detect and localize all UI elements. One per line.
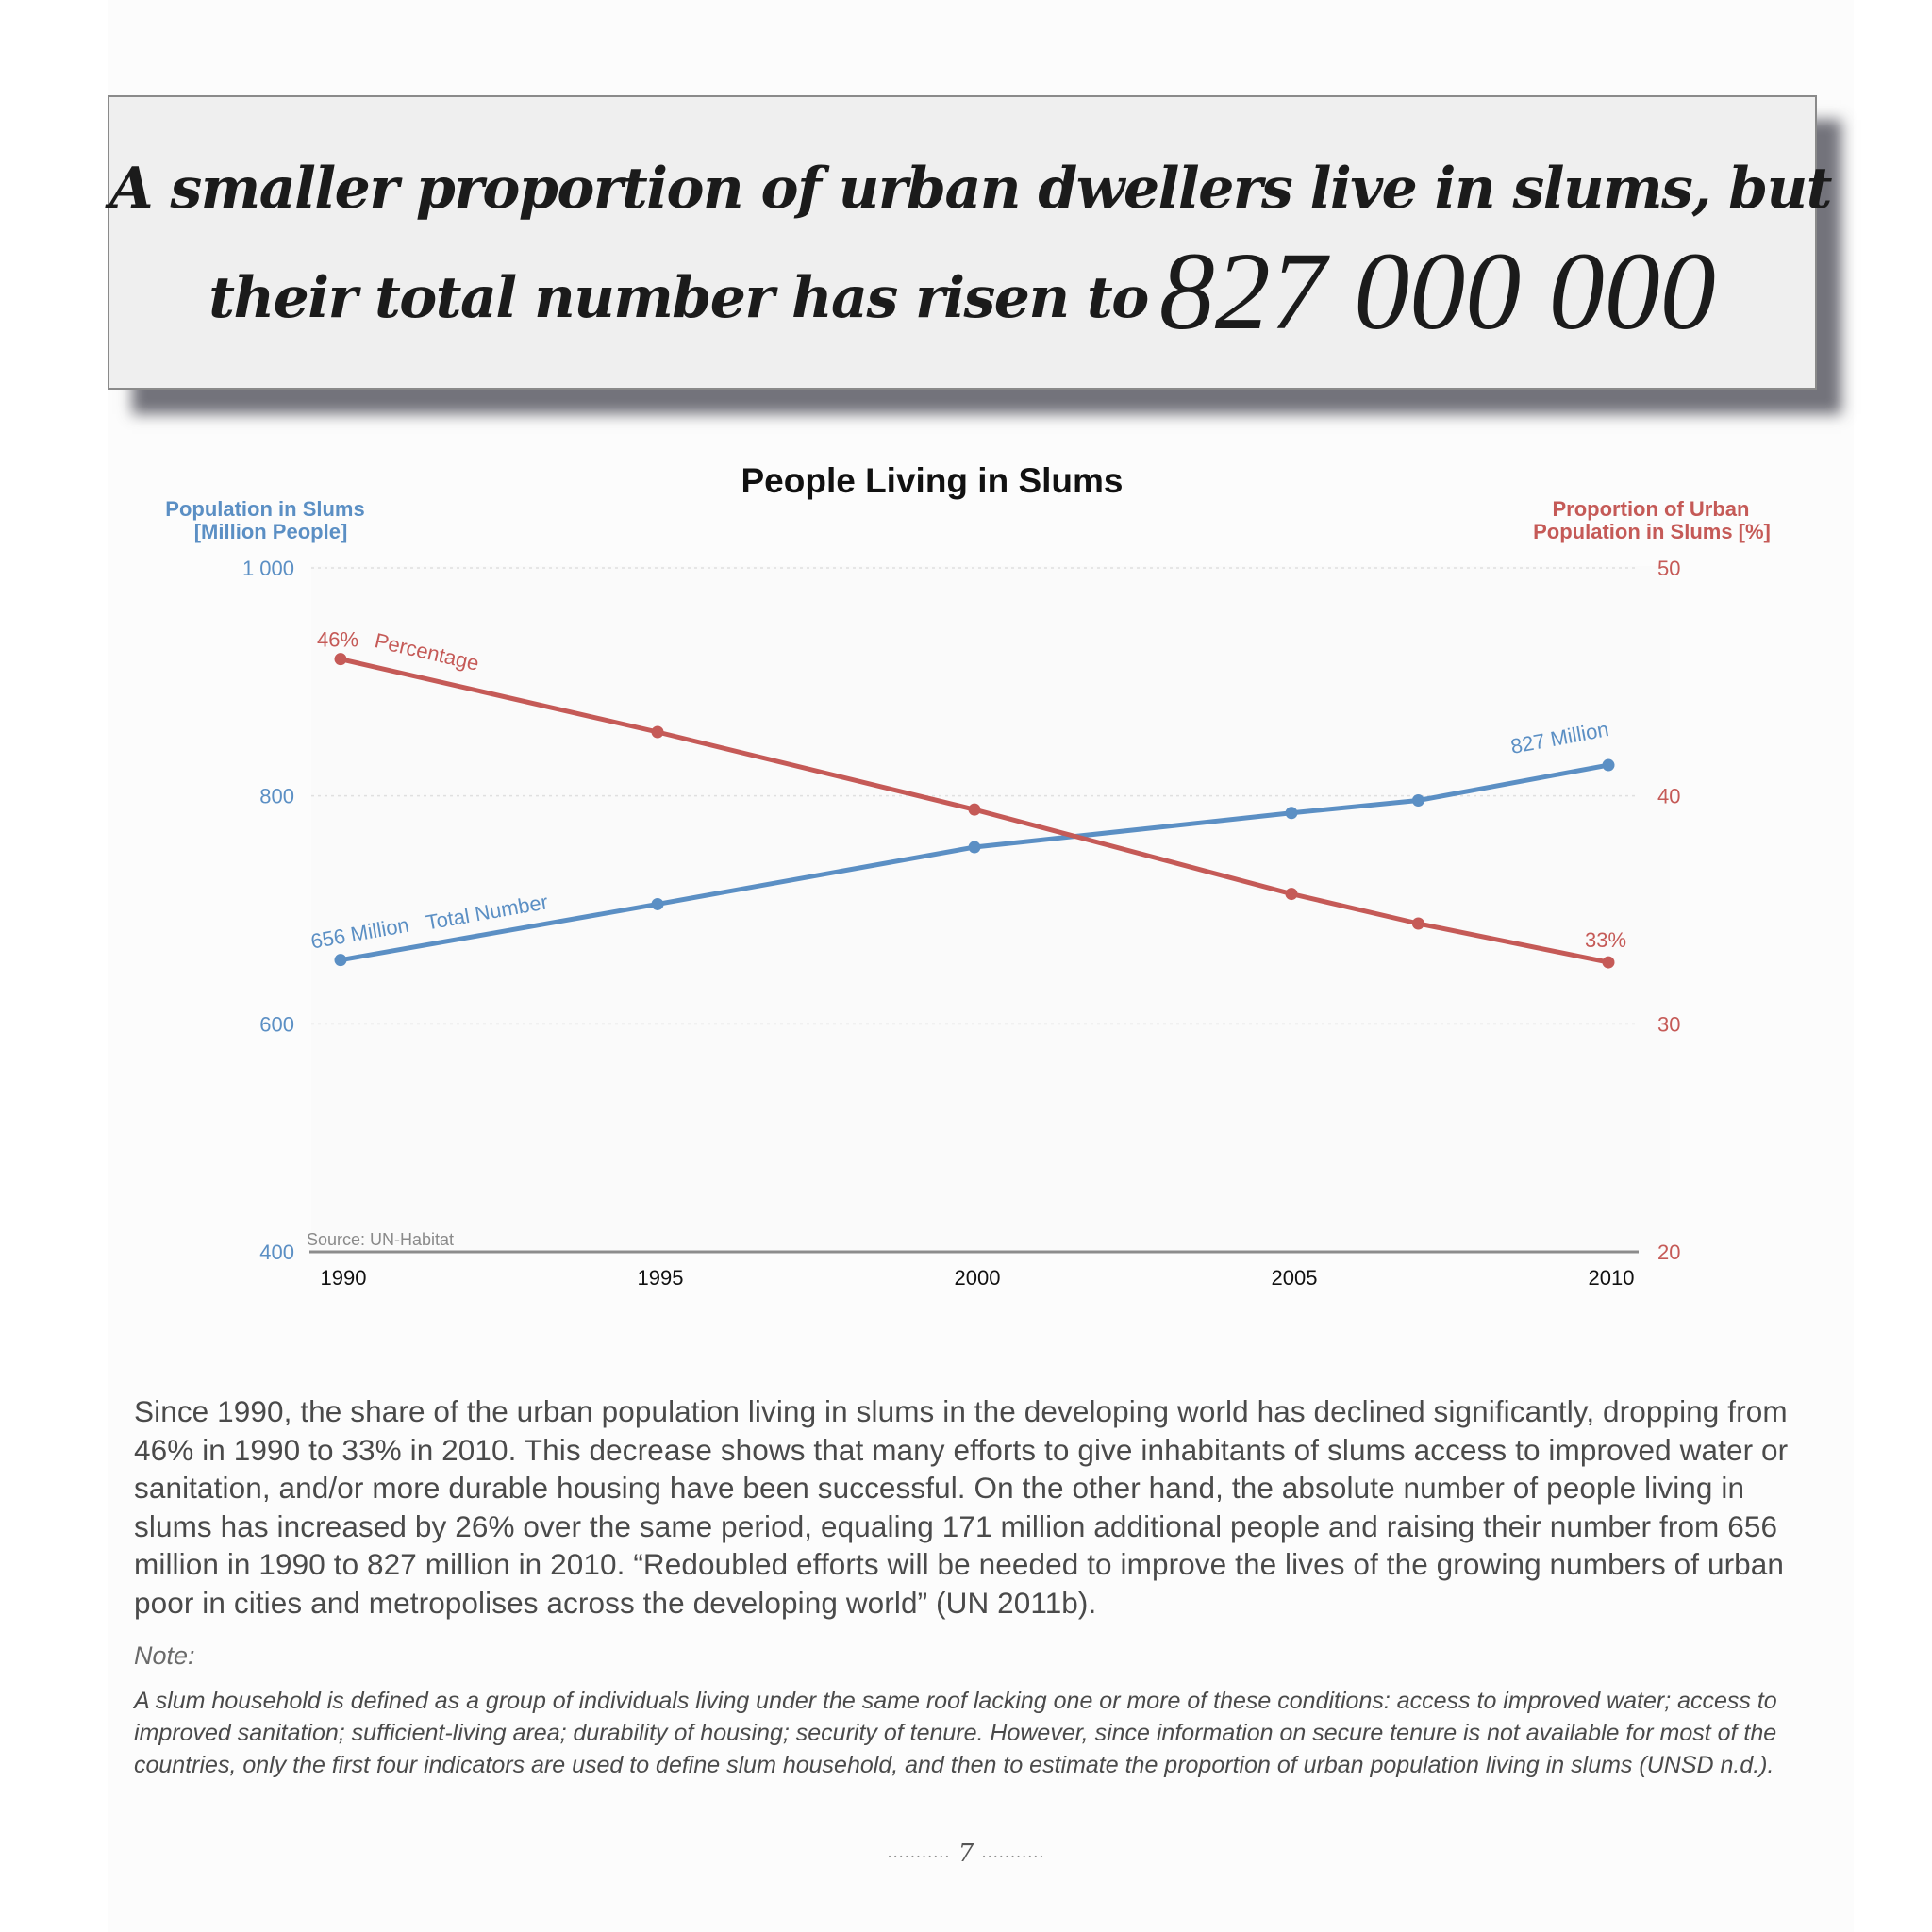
headline-line-2-text: their total number has risen to [208,265,1149,331]
right-axis-ticks: 50 40 30 20 [1657,557,1680,1264]
right-tick-label: 40 [1657,785,1680,808]
x-axis-ticks: 1990 1995 2000 2005 2010 [321,1266,1635,1290]
left-tick-label: 400 [259,1241,294,1264]
data-point [1285,807,1298,820]
x-tick-label: 1990 [321,1266,367,1290]
footer-dots-right: ........... [981,1843,1045,1861]
right-tick-label: 20 [1657,1241,1680,1264]
chart-source: Source: UN-Habitat [307,1230,454,1249]
note-label: Note: [134,1641,195,1670]
left-axis-label-line-2: [Million People] [194,520,348,543]
left-tick-label: 600 [259,1012,294,1036]
left-tick-label: 800 [259,785,294,808]
series-line-total-number [338,762,1611,963]
data-point [334,653,347,666]
right-tick-label: 30 [1657,1012,1680,1036]
headline-banner: A smaller proportion of urban dwellers l… [108,95,1833,390]
slum-chart: People Living in Slums Population in Slu… [108,443,1854,1330]
x-tick-label: 1995 [638,1266,684,1290]
footer-dots-left: ........... [887,1843,951,1861]
note-text: A slum household is defined as a group o… [134,1688,1777,1778]
data-point [334,954,347,967]
page-number: 7 [958,1840,974,1868]
chart-title: People Living in Slums [741,461,1123,500]
body-paragraph: Since 1990, the share of the urban popul… [134,1394,1789,1620]
right-axis-label-line-2: Population in Slums [%] [1533,520,1771,543]
chart-svg: People Living in Slums Population in Slu… [165,461,1771,1290]
headline-line-1: A smaller proportion of urban dwellers l… [109,156,1833,222]
data-point [651,897,664,910]
x-tick-label: 2010 [1589,1266,1635,1290]
data-point [1602,956,1615,969]
left-tick-label: 1 000 [242,557,294,580]
data-point [968,841,981,854]
data-point [968,803,981,816]
data-point [1285,888,1298,901]
data-point [651,725,664,739]
series-line-percentage [338,657,1611,965]
headline-line-2: their total number has risen to 827 000 0… [109,227,1815,356]
data-point [1602,758,1615,772]
series-start-label: 46% [317,628,358,652]
headline-big-number: 827 000 000 [1158,229,1716,353]
right-tick-label: 50 [1657,557,1680,580]
page-footer: ........... 7 ........... [0,1840,1932,1868]
data-point [1411,917,1424,930]
x-tick-label: 2005 [1272,1266,1318,1290]
left-axis-label-line-1: Population in Slums [165,497,364,521]
series-end-label: 33% [1585,928,1626,952]
right-axis-label-line-1: Proportion of Urban [1553,497,1750,521]
left-axis-ticks: 1 000 800 600 400 [242,557,294,1264]
data-point [1411,794,1424,807]
plot-area [311,566,1670,1250]
x-tick-label: 2000 [955,1266,1001,1290]
